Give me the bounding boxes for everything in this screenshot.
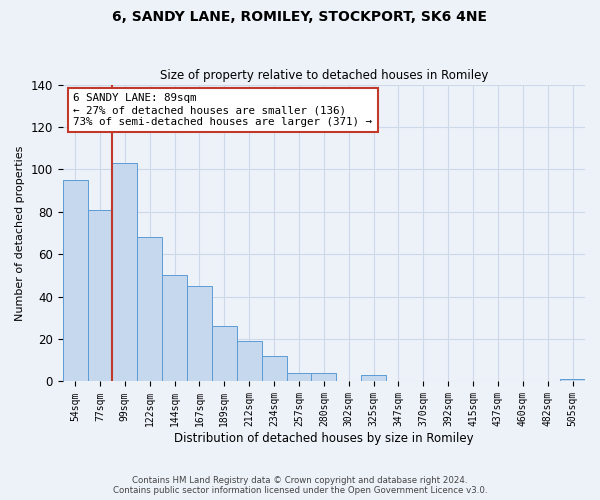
Bar <box>88 210 112 382</box>
Bar <box>560 380 585 382</box>
Text: Contains HM Land Registry data © Crown copyright and database right 2024.
Contai: Contains HM Land Registry data © Crown c… <box>113 476 487 495</box>
Bar <box>62 180 88 382</box>
Bar <box>137 238 162 382</box>
Bar <box>162 276 187 382</box>
Y-axis label: Number of detached properties: Number of detached properties <box>15 146 25 320</box>
Bar <box>187 286 212 382</box>
Bar <box>112 163 137 382</box>
Text: 6 SANDY LANE: 89sqm
← 27% of detached houses are smaller (136)
73% of semi-detac: 6 SANDY LANE: 89sqm ← 27% of detached ho… <box>73 94 372 126</box>
Text: 6, SANDY LANE, ROMILEY, STOCKPORT, SK6 4NE: 6, SANDY LANE, ROMILEY, STOCKPORT, SK6 4… <box>113 10 487 24</box>
Bar <box>262 356 287 382</box>
Bar <box>237 341 262 382</box>
Bar <box>361 375 386 382</box>
Bar <box>287 373 311 382</box>
Title: Size of property relative to detached houses in Romiley: Size of property relative to detached ho… <box>160 69 488 82</box>
Bar <box>311 373 336 382</box>
X-axis label: Distribution of detached houses by size in Romiley: Distribution of detached houses by size … <box>174 432 473 445</box>
Bar <box>212 326 237 382</box>
